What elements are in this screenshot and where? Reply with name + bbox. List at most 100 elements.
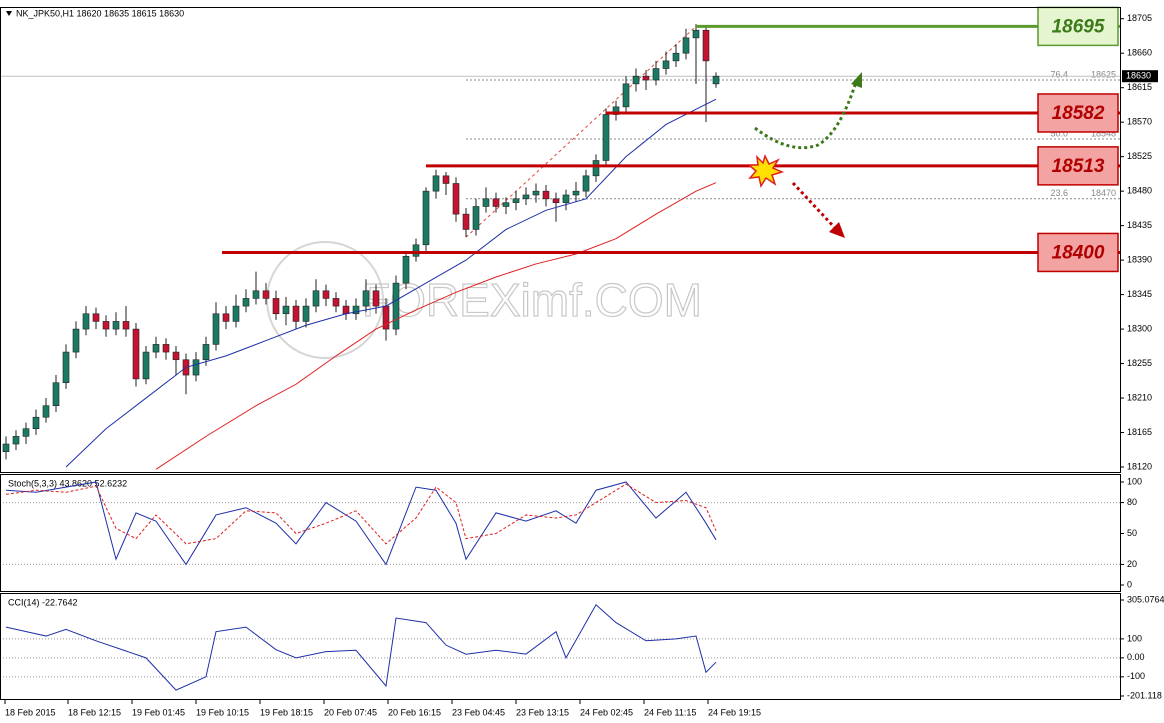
x-tick-label: 20 Feb 16:15 (388, 707, 441, 717)
x-tick-label: 20 Feb 07:45 (324, 707, 377, 717)
candle-body (552, 198, 560, 203)
candle-body (102, 321, 110, 330)
candle-body (142, 351, 150, 380)
candle-body (42, 405, 50, 418)
candle-body (592, 160, 600, 177)
candle-body (172, 351, 180, 361)
candle-body (672, 52, 680, 62)
fib-level-value: 18470 (1091, 188, 1116, 198)
candle-body (112, 321, 120, 330)
y-tick-label: 18255 (1127, 358, 1152, 368)
candle-body (302, 305, 310, 322)
x-tick-label: 18 Feb 2015 (5, 707, 56, 717)
candle-body (582, 175, 590, 192)
candle-body (282, 305, 290, 315)
candle-body (442, 175, 450, 184)
x-tick-label: 24 Feb 11:15 (644, 707, 696, 717)
candle-body (332, 298, 340, 307)
series-line (65, 98, 717, 468)
candle-body (452, 183, 460, 215)
candle-body (502, 202, 510, 207)
fib-trendline (465, 26, 697, 238)
y-tick-label: 18165 (1127, 427, 1152, 437)
candle-body (342, 305, 350, 315)
y-tick-label: 18300 (1127, 323, 1152, 333)
series-line (5, 603, 717, 691)
x-tick-label: 18 Feb 12:15 (68, 707, 121, 717)
candle-body (532, 190, 540, 196)
candle-body (122, 321, 130, 330)
sr-label: 18513 (1052, 156, 1105, 177)
candle-body (692, 29, 700, 39)
x-tick-label: 19 Feb 10:15 (196, 707, 249, 717)
candle-body (82, 313, 90, 330)
up-arrow (754, 81, 858, 150)
candle-body (132, 328, 140, 380)
candle-body (482, 198, 490, 207)
series-line (5, 481, 717, 566)
candle-body (712, 75, 720, 85)
candle-body (412, 244, 420, 257)
menu-triangle (6, 11, 12, 16)
sr-label: 18400 (1052, 242, 1105, 263)
y-tick-label: 80 (1127, 497, 1137, 507)
panel-title: NK_JPK50,H1 18620 18635 18615 18630 (16, 8, 184, 18)
x-tick-label: 19 Feb 01:45 (132, 707, 185, 717)
fib-level-label: 23.6 (1050, 188, 1068, 198)
y-tick-label: 50 (1127, 528, 1137, 538)
up-arrowhead (851, 72, 862, 88)
candle-body (542, 190, 550, 200)
candle-body (352, 305, 360, 315)
current-price-box (1122, 70, 1158, 83)
candle-body (272, 298, 280, 315)
y-tick-label: 18570 (1127, 117, 1152, 127)
candle-body (682, 37, 690, 54)
candle-body (32, 416, 40, 430)
x-tick-label: 19 Feb 18:15 (260, 707, 313, 717)
series-line (155, 182, 717, 470)
y-tick-label: 18525 (1127, 151, 1152, 161)
candle-body (652, 68, 660, 81)
y-tick-label: 18480 (1127, 186, 1152, 196)
series-line (5, 483, 717, 545)
candle-body (202, 344, 210, 361)
fib-level-label: 50.0 (1050, 128, 1068, 138)
panel-title: CCI(14) -22.7642 (8, 597, 78, 607)
candle-body (462, 213, 470, 230)
candle-body (602, 114, 610, 161)
fib-level-value: 18625 (1091, 69, 1116, 79)
current-price-label: 18630 (1126, 71, 1151, 81)
candle-body (162, 344, 170, 353)
down-arrowhead (829, 222, 845, 238)
candle-body (232, 305, 240, 322)
sr-label: 18695 (1052, 16, 1105, 37)
y-tick-label: -100 (1127, 671, 1145, 681)
candle-body (432, 175, 440, 192)
candle-body (472, 206, 480, 230)
candle-body (632, 75, 640, 85)
candle-body (642, 75, 650, 81)
candle-body (402, 255, 410, 284)
candle-body (372, 290, 380, 307)
candle-body (2, 443, 10, 452)
candle-body (322, 290, 330, 299)
candle-body (62, 351, 70, 384)
candle-body (252, 290, 260, 299)
candle-body (292, 305, 300, 322)
sr-label: 18582 (1052, 103, 1105, 124)
candle-body (242, 298, 250, 307)
watermark: FOREXimf.COM (266, 241, 703, 359)
y-tick-label: 18660 (1127, 48, 1152, 58)
sr-label-box (1037, 232, 1119, 273)
candle-body (72, 328, 80, 353)
candle-body (192, 359, 200, 376)
plot-layer: NK_JPK50,H1 18620 18635 18615 18630 76.4 1… (0, 6, 1120, 691)
candle-body (562, 194, 570, 203)
x-tick-label: 23 Feb 04:45 (452, 707, 505, 717)
sr-label-box (1037, 146, 1119, 186)
y-tick-label: 18390 (1127, 254, 1152, 264)
candle-body (222, 313, 230, 322)
down-arrow (791, 181, 837, 230)
